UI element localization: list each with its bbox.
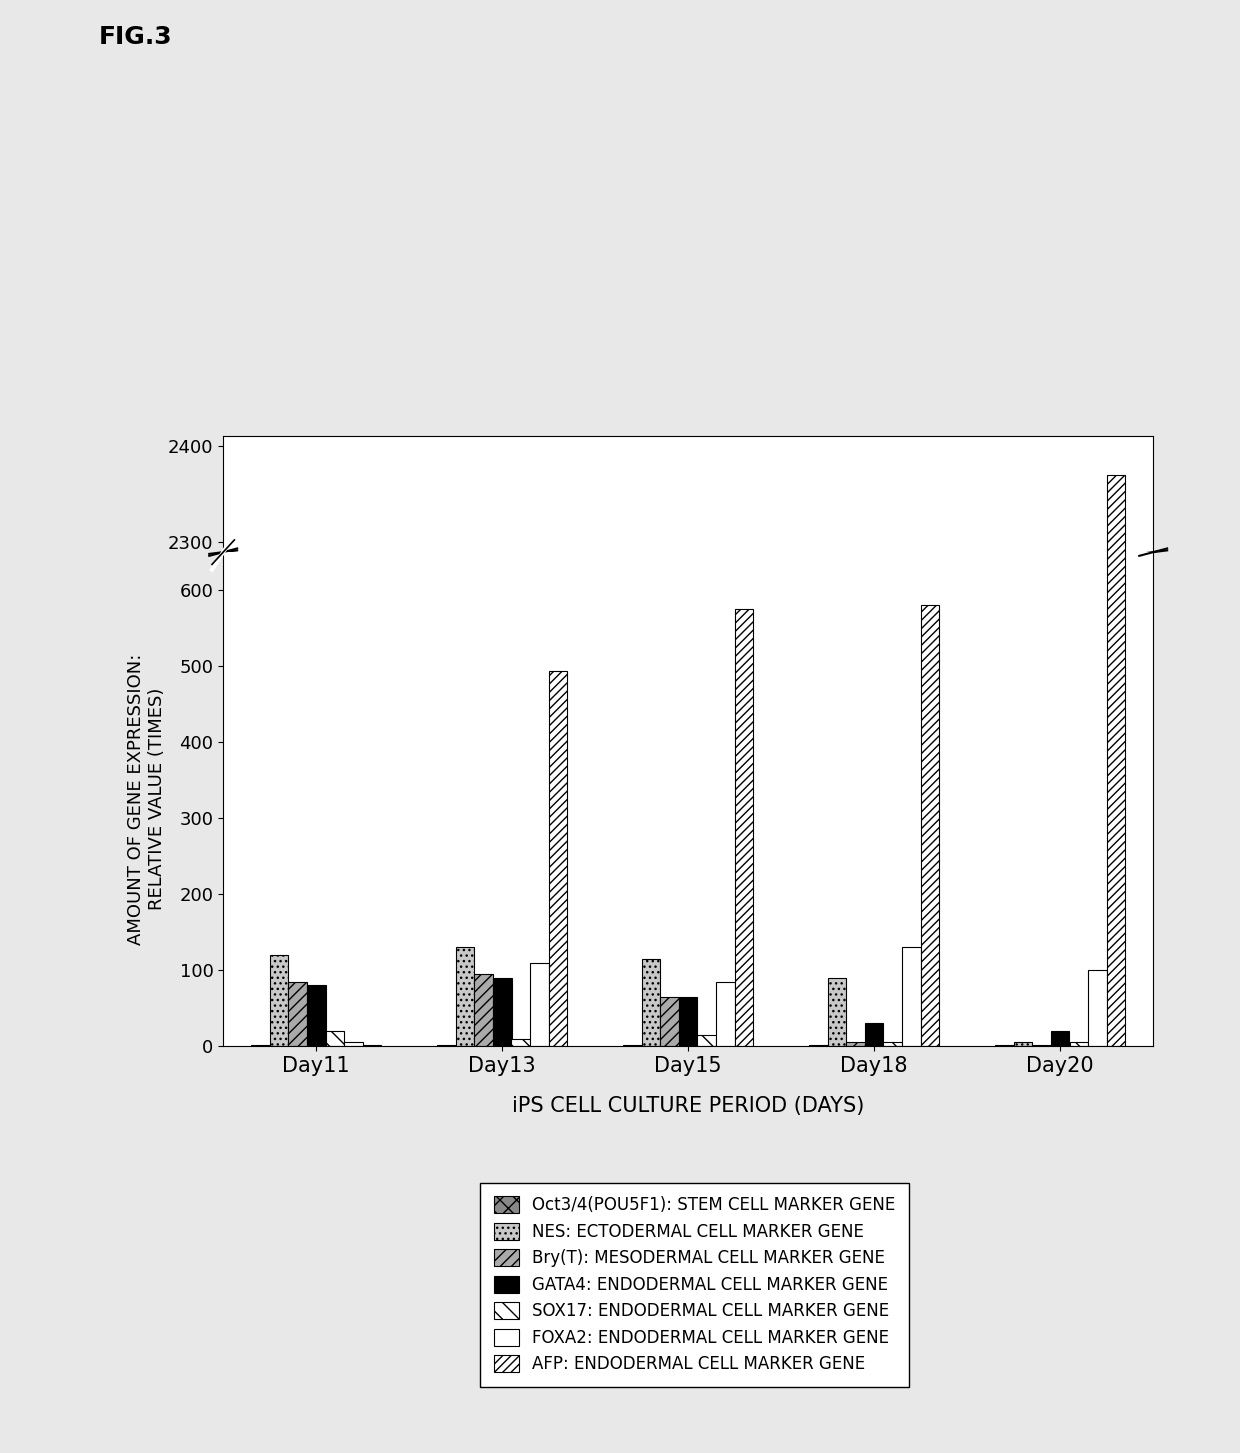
Bar <box>1069 1042 1089 1046</box>
Bar <box>715 982 734 1046</box>
Bar <box>343 1042 362 1046</box>
Bar <box>1089 971 1106 1046</box>
Bar <box>270 955 288 1046</box>
Bar <box>306 985 325 1046</box>
Text: FIG.3: FIG.3 <box>99 25 172 48</box>
Bar <box>1106 475 1125 1453</box>
Bar <box>1032 1045 1050 1046</box>
Bar <box>362 1045 381 1046</box>
Bar <box>697 1035 715 1046</box>
Bar <box>660 997 680 1046</box>
Bar <box>846 1042 866 1046</box>
Legend: Oct3/4(POU5F1): STEM CELL MARKER GENE, NES: ECTODERMAL CELL MARKER GENE, Bry(T):: Oct3/4(POU5F1): STEM CELL MARKER GENE, N… <box>480 1183 909 1386</box>
Bar <box>455 947 474 1046</box>
Y-axis label: AMOUNT OF GENE EXPRESSION:
RELATIVE VALUE (TIMES): AMOUNT OF GENE EXPRESSION: RELATIVE VALU… <box>126 654 166 944</box>
Bar <box>492 978 511 1046</box>
Bar <box>548 671 567 1046</box>
Bar <box>288 982 308 1046</box>
Bar <box>734 609 753 1046</box>
Bar <box>1013 1042 1032 1046</box>
Bar <box>325 1032 345 1046</box>
Bar <box>474 974 492 1046</box>
Bar <box>901 947 920 1046</box>
Bar <box>529 962 548 1046</box>
Bar <box>828 978 846 1046</box>
Bar <box>1106 0 1125 1046</box>
Bar <box>678 997 697 1046</box>
Bar <box>1050 1032 1069 1046</box>
Text: iPS CELL CULTURE PERIOD (DAYS): iPS CELL CULTURE PERIOD (DAYS) <box>512 1096 864 1116</box>
Bar <box>864 1023 883 1046</box>
Bar <box>920 606 939 1046</box>
Bar <box>883 1042 901 1046</box>
Bar <box>511 1039 529 1046</box>
Bar <box>642 959 660 1046</box>
